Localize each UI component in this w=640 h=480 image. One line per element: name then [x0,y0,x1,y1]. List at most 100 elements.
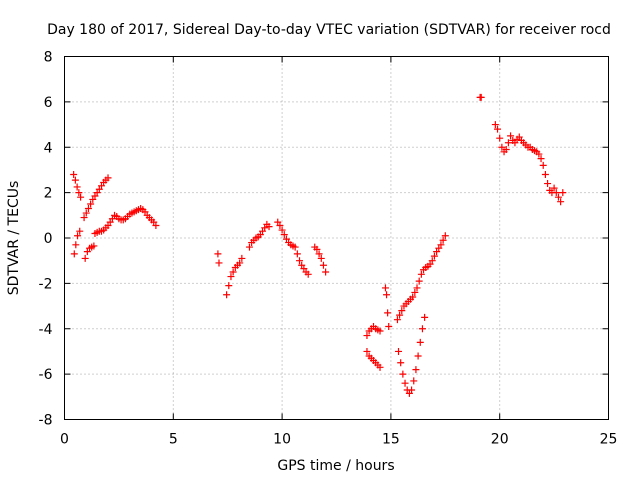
data-point [399,370,407,378]
data-point [396,311,404,319]
data-point [395,347,403,355]
data-point [87,200,95,208]
series-arc-m [491,121,567,206]
y-tick-label: 0 [44,231,53,247]
series-arc-b2 [81,242,98,262]
series-arc-a1 [70,170,85,201]
series-arc-h2 [363,347,384,371]
data-point [152,222,160,230]
y-tick-label: 2 [44,186,53,202]
data-point [276,222,284,230]
data-point [418,325,426,333]
x-tick-label: 0 [60,432,69,448]
data-point [496,134,504,142]
series-arc-a2 [70,227,84,258]
data-point [82,209,90,217]
y-tick-label: -8 [39,413,53,429]
data-point [415,277,423,285]
series-arc-l [476,93,485,101]
data-point [552,189,560,197]
data-point [411,288,419,296]
y-tick-label: -2 [39,276,53,292]
data-point [291,243,299,251]
data-point [417,270,425,278]
data-point [416,338,424,346]
data-point [313,245,321,253]
y-tick-label: 6 [44,95,53,111]
data-point [498,143,506,151]
x-tick-label: 5 [169,432,178,448]
data-point [317,254,325,262]
data-point [223,291,231,299]
data-point [477,93,485,101]
data-point [412,366,420,374]
chart-title: Day 180 of 2017, Sidereal Day-to-day VTE… [47,22,611,38]
data-points [70,93,567,397]
data-point [265,223,273,231]
data-point [363,347,371,355]
data-point [84,205,92,213]
data-point [550,184,558,192]
y-axis-label: SDTVAR / TECUs [6,181,22,296]
data-point [410,377,418,385]
data-point [75,189,83,197]
data-point [401,379,409,387]
data-point [376,327,384,335]
data-point [322,268,330,276]
data-point [398,307,406,315]
data-point [296,257,304,265]
data-point [408,386,416,394]
data-point [421,313,429,321]
data-point [280,231,288,239]
data-point [77,193,85,201]
x-tick-label: 10 [273,432,291,448]
data-point [90,242,98,250]
data-point [215,259,223,267]
data-point [413,284,421,292]
data-point [559,189,567,197]
data-point [393,316,401,324]
data-point [238,254,246,262]
ticks: 0 5 10 15 20 25 -8 -6 -4 -2 0 2 4 6 8 [39,50,618,448]
data-point [557,198,565,206]
grid [64,56,609,420]
series-arc-i [381,284,393,330]
data-point [214,250,222,258]
data-point [502,146,510,154]
x-tick-label: 20 [491,432,509,448]
data-point [304,270,312,278]
y-tick-label: -4 [39,322,53,338]
data-point [544,180,552,188]
data-point [80,214,88,222]
data-point [414,352,422,360]
data-point [437,241,445,249]
data-point [76,227,84,235]
series-arc-c [91,205,160,237]
series-arc-g [311,243,330,276]
data-point [537,155,545,163]
x-tick-label: 25 [600,432,618,448]
data-point [439,236,447,244]
y-tick-label: -6 [39,367,53,383]
series-arc-d1 [214,250,223,267]
data-point [491,121,499,129]
data-point [227,273,235,281]
x-tick-label: 15 [382,432,400,448]
y-tick-label: 8 [44,50,53,66]
data-point [441,232,449,240]
data-point [73,183,81,191]
data-point [319,261,327,269]
data-point [74,232,82,240]
data-point [539,161,547,169]
data-point [409,293,417,301]
data-point [385,322,393,330]
data-point [381,284,389,292]
data-point [72,241,80,249]
data-point [363,332,371,340]
data-point [70,250,78,258]
series-arc-b1 [80,174,112,222]
data-point [541,170,549,178]
data-point [376,363,384,371]
x-axis-label: GPS time / hours [277,458,394,474]
